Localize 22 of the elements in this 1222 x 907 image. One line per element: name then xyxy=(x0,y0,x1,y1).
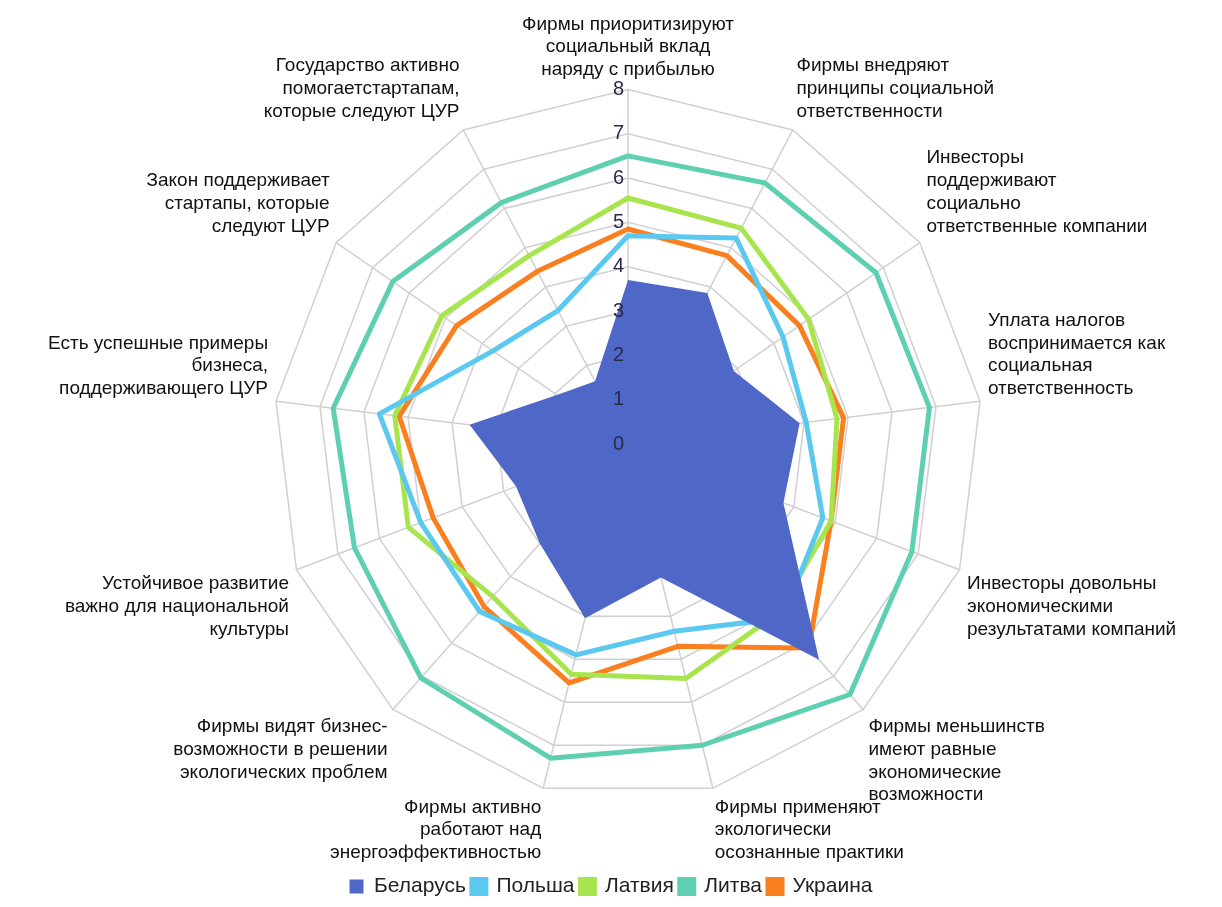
legend-label: Беларусь xyxy=(374,873,466,897)
y-tick-label: 7 xyxy=(612,121,624,144)
spoke-label: Есть успешные примеры бизнеса, поддерживающего ЦУР xyxy=(48,331,269,399)
spoke-label: Фирмы видят бизнес- возможности в решении экологических проблем xyxy=(173,715,388,782)
legend-label: Латвия xyxy=(604,873,674,897)
spoke-label: Государство активно помогаетстартапам, которые следуют ЦУР xyxy=(263,54,460,121)
y-tick-label: 6 xyxy=(612,165,624,188)
spoke-label: Фирмы активно работают над энергоэффективностью xyxy=(329,795,542,863)
y-tick-label: 1 xyxy=(612,387,624,410)
legend-label: Литва xyxy=(704,873,763,897)
legend-label: Украина xyxy=(792,873,873,897)
spoke-label: Устойчивое развитие важно для национальной культуры xyxy=(64,572,289,639)
spoke-label: Инвесторы поддерживают социально ответственные компании xyxy=(926,146,1148,236)
y-tick-label: 0 xyxy=(612,431,624,454)
y-tick-label: 4 xyxy=(612,254,624,277)
y-tick-label: 5 xyxy=(612,209,624,232)
spoke-label: Уплата налогов воспринимается как социальная ответственность xyxy=(987,308,1166,399)
y-tick-label: 2 xyxy=(612,342,624,365)
legend-label: Польша xyxy=(496,873,575,897)
spoke-label: Закон поддерживает стартапы, которые следуют ЦУР xyxy=(146,169,330,236)
spoke-label: Инвесторы довольны экономическими результатами компаний xyxy=(967,572,1177,639)
spoke-label: Фирмы внедряют принципы социальной ответственности xyxy=(796,54,995,121)
